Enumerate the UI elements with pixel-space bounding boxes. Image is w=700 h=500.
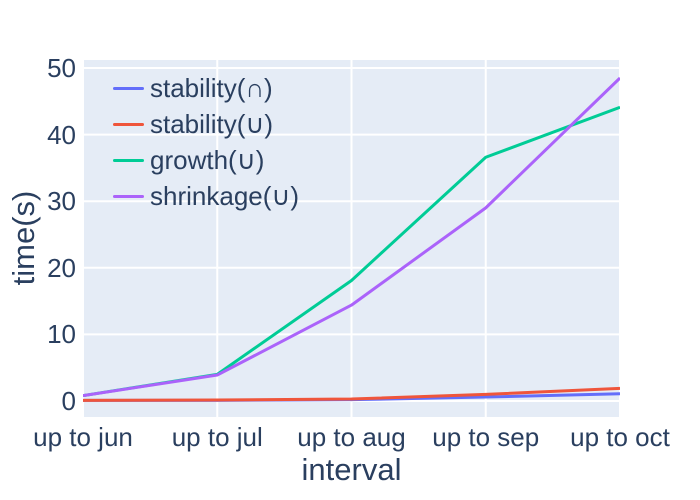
legend-label: growth(∪) <box>150 145 265 175</box>
y-tick-label: 40 <box>47 119 76 150</box>
y-axis-title: time(s) <box>6 190 41 286</box>
legend-label: stability(∪) <box>150 109 274 139</box>
series-line <box>83 386 620 402</box>
legend-line-swatch <box>113 86 144 90</box>
x-tick-label: up to aug <box>297 422 406 452</box>
y-tick-label: 10 <box>47 319 76 350</box>
x-axis-title: interval <box>301 452 402 487</box>
legend-item[interactable]: growth(∪) <box>113 142 299 178</box>
x-tick-label: up to jul <box>171 422 263 452</box>
legend: stability(∩) stability(∪) growth(∪) shrinka… <box>113 70 299 214</box>
series-line <box>83 76 620 398</box>
y-tick-label: 50 <box>47 52 76 83</box>
legend-line-swatch <box>113 122 144 126</box>
legend-line-swatch <box>113 194 144 198</box>
legend-item[interactable]: stability(∪) <box>113 106 299 142</box>
legend-line-swatch <box>113 158 144 162</box>
plot-area: stability(∩) stability(∪) growth(∪) shrinka… <box>83 60 620 417</box>
legend-label: stability(∩) <box>150 73 273 103</box>
y-tick-label: 30 <box>47 186 76 217</box>
y-tick-label: 0 <box>61 386 76 416</box>
y-tick-label: 20 <box>47 252 76 283</box>
x-tick-label: up to sep <box>432 422 540 452</box>
chart-canvas <box>83 60 620 417</box>
legend-label: shrinkage(∪) <box>150 181 300 211</box>
legend-item[interactable]: stability(∩) <box>113 70 299 106</box>
x-tick-label: up to oct <box>570 422 670 452</box>
legend-item[interactable]: shrinkage(∪) <box>113 178 299 214</box>
x-tick-label: up to jun <box>33 422 133 452</box>
